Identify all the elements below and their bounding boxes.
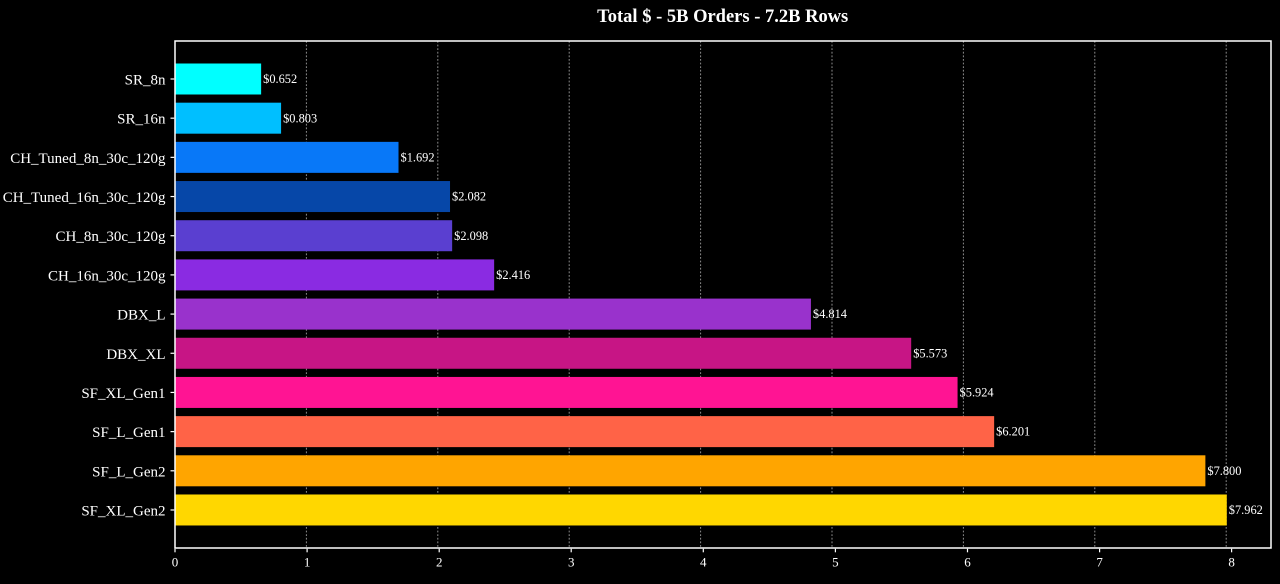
svg-text:2: 2: [436, 555, 443, 570]
svg-text:$2.416: $2.416: [496, 268, 530, 282]
svg-text:$7.800: $7.800: [1207, 464, 1241, 478]
svg-text:$0.803: $0.803: [283, 111, 317, 125]
svg-text:SF_XL_Gen1: SF_XL_Gen1: [81, 386, 165, 402]
svg-text:$1.692: $1.692: [401, 150, 435, 164]
svg-text:$4.814: $4.814: [813, 307, 847, 321]
svg-text:SR_16n: SR_16n: [117, 112, 166, 128]
svg-text:$6.201: $6.201: [996, 425, 1030, 439]
svg-text:SF_XL_Gen2: SF_XL_Gen2: [81, 503, 165, 519]
svg-text:3: 3: [568, 555, 575, 570]
svg-text:7: 7: [1096, 555, 1103, 570]
svg-text:6: 6: [964, 555, 971, 570]
svg-text:CH_Tuned_16n_30c_120g: CH_Tuned_16n_30c_120g: [3, 190, 166, 206]
svg-text:4: 4: [700, 555, 707, 570]
svg-text:$2.098: $2.098: [454, 229, 488, 243]
svg-text:CH_Tuned_8n_30c_120g: CH_Tuned_8n_30c_120g: [10, 151, 166, 167]
svg-text:CH_16n_30c_120g: CH_16n_30c_120g: [48, 268, 166, 284]
svg-text:8: 8: [1228, 555, 1235, 570]
svg-text:0: 0: [172, 555, 179, 570]
svg-text:DBX_XL: DBX_XL: [106, 347, 165, 363]
svg-text:5: 5: [832, 555, 839, 570]
svg-text:$5.573: $5.573: [913, 346, 947, 360]
svg-text:CH_8n_30c_120g: CH_8n_30c_120g: [56, 229, 166, 245]
svg-text:SF_L_Gen1: SF_L_Gen1: [92, 425, 165, 441]
svg-text:$7.962: $7.962: [1229, 503, 1263, 517]
svg-text:Total $ - 5B Orders - 7.2B Row: Total $ - 5B Orders - 7.2B Rows: [597, 7, 848, 27]
svg-text:$5.924: $5.924: [960, 386, 994, 400]
svg-text:1: 1: [304, 555, 311, 570]
svg-text:$2.082: $2.082: [452, 190, 486, 204]
svg-text:$0.652: $0.652: [263, 72, 297, 86]
svg-text:SF_L_Gen2: SF_L_Gen2: [92, 464, 165, 480]
svg-text:SR_8n: SR_8n: [125, 73, 166, 89]
svg-text:DBX_L: DBX_L: [117, 308, 165, 324]
